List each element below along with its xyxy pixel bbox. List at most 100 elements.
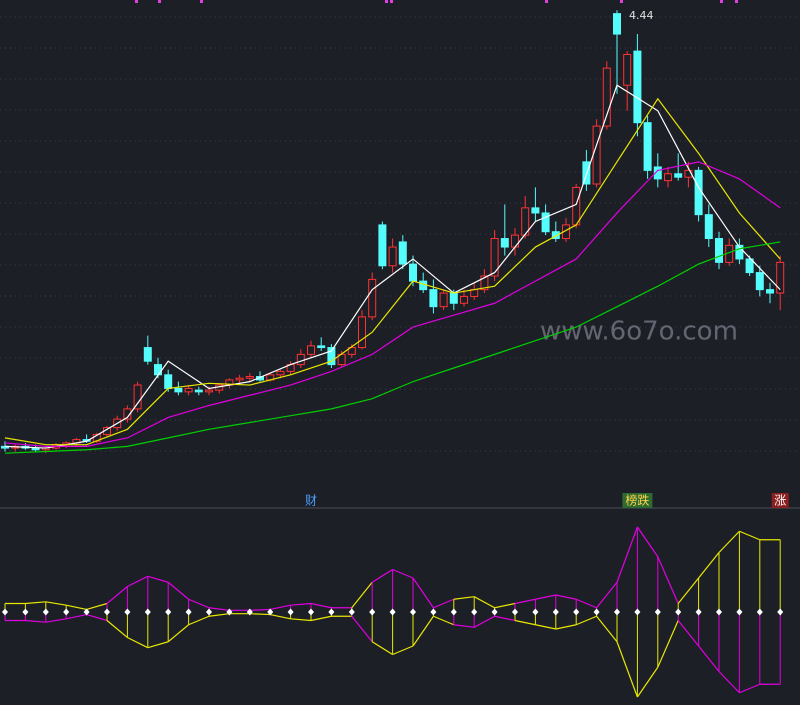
osc-curve [433,615,455,626]
osc-diamond [308,608,314,616]
osc-diamond [532,608,539,616]
candle-body [470,289,479,297]
osc-curve [392,568,414,579]
osc-diamond [614,608,620,616]
osc-curve [310,602,332,609]
osc-curve [127,636,149,649]
osc-curve [249,613,271,616]
candle-body [551,231,560,240]
osc-curve [25,601,46,605]
candle-body [154,364,162,376]
marker-box [622,493,653,508]
candle-body [164,374,173,389]
osc-diamond [389,608,396,616]
osc-diamond [206,608,212,616]
osc-diamond [2,608,8,616]
osc-curve [310,615,332,622]
moving-average [4,97,781,446]
osc-diamond [185,608,192,616]
osc-curve [657,620,679,668]
event-marker: 财 [305,494,317,508]
osc-curve [147,575,169,583]
osc-diamond [471,608,478,616]
osc-curve [494,615,516,622]
osc-curve [188,615,210,626]
event-marker: 榜跌 [625,493,649,508]
osc-curve [739,683,761,694]
candle-body [511,234,519,248]
osc-diamond [491,608,498,616]
osc-curve [208,607,230,611]
osc-curve [25,619,46,623]
candle-body [653,166,662,180]
candle-body [123,408,132,420]
max-price-label: 4.44 [629,9,654,22]
osc-diamond [226,608,233,616]
candle-body [388,246,397,267]
candle-body [745,258,754,274]
top-dot [390,0,393,3]
candle-body [643,122,652,171]
osc-curve [127,575,149,588]
candle-body [623,54,632,86]
candle-body [276,370,285,376]
candle-body [174,387,183,393]
top-dot [545,0,548,3]
candle-body [704,214,713,240]
candle-body [766,289,774,294]
osc-curve [514,598,536,605]
osc-diamond [573,608,580,616]
top-dot [135,0,138,3]
top-dot [720,0,723,3]
osc-curve [494,602,516,609]
osc-curve [616,641,638,698]
top-dot [735,0,738,3]
osc-curve [739,530,761,541]
osc-diamond [246,608,253,616]
candle-body [358,316,366,349]
moving-average [4,161,781,447]
candle-body [398,241,407,265]
osc-curve [636,666,659,698]
osc-diamond [42,608,49,616]
candle-body [694,169,703,216]
marker-box [771,493,789,508]
osc-curve [270,604,291,611]
osc-curve [66,613,87,620]
osc-curve [575,598,597,609]
osc-diamond [777,608,784,616]
osc-curve [167,624,189,643]
osc-diamond [165,608,172,616]
candle-body [296,353,305,366]
osc-curve [698,645,720,672]
osc-curve [698,552,720,579]
candle-body [409,263,417,282]
osc-curve [188,598,210,609]
osc-curve [45,601,67,606]
osc-curve [392,645,414,656]
candle-body [347,347,356,355]
candle-body [531,207,540,214]
osc-diamond [63,608,70,616]
watermark: www.6o7o.com [540,317,738,347]
osc-curve [249,608,271,611]
candle-body [245,376,254,379]
osc-curve [412,615,434,647]
osc-curve [208,613,230,617]
osc-curve [473,596,495,609]
osc-curve [596,581,618,609]
osc-diamond [144,608,151,616]
moving-average [4,84,781,449]
osc-curve [66,604,87,611]
candle-body [143,347,152,362]
candle-body [317,345,326,349]
candle-body [429,289,438,308]
candle-body [235,377,244,381]
osc-diamond [512,608,518,616]
osc-curve [290,602,312,606]
osc-diamond [756,608,763,616]
osc-curve [473,615,495,628]
osc-curve [657,556,679,604]
osc-curve [412,577,434,609]
osc-curve [453,596,475,600]
